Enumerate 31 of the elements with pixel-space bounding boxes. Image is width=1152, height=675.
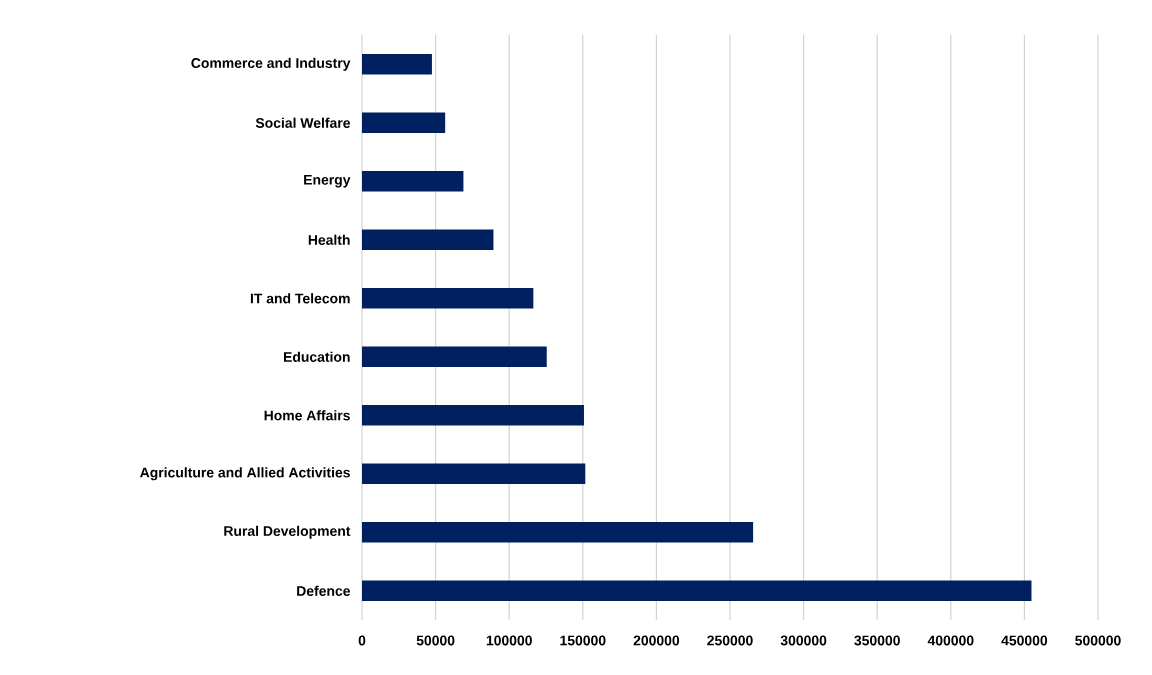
bar — [362, 288, 534, 309]
y-tick-label: Rural Development — [224, 525, 351, 539]
bar — [362, 405, 584, 426]
y-tick-label: Education — [284, 351, 350, 362]
x-tick-label: 0 — [358, 635, 366, 646]
x-tick-label: 400000 — [927, 635, 974, 646]
y-tick-label: Energy — [304, 174, 351, 188]
y-tick-label: Home Affairs — [264, 410, 350, 421]
x-tick-label: 350000 — [854, 635, 900, 646]
x-tick-label: 300000 — [780, 635, 827, 646]
x-tick-label: 500000 — [1075, 635, 1121, 646]
y-tick-label: Commerce and Industry — [191, 57, 351, 71]
x-tick-label: 250000 — [707, 635, 753, 646]
y-tick-label: Agriculture and Allied Activities — [140, 467, 350, 481]
bar — [362, 463, 586, 484]
x-tick-label: 150000 — [560, 635, 606, 646]
bar — [362, 229, 494, 250]
y-tick-label: IT and Telecom — [250, 293, 350, 304]
x-tick-label: 50000 — [416, 635, 455, 646]
bar — [362, 522, 754, 543]
y-tick-label: Defence — [297, 585, 350, 596]
bar — [362, 171, 464, 192]
x-tick-label: 200000 — [633, 635, 680, 646]
bar — [362, 346, 547, 367]
y-tick-label: Social Welfare — [255, 117, 351, 128]
bar — [362, 54, 432, 75]
x-tick-label: 100000 — [486, 635, 532, 646]
bar — [362, 580, 1032, 601]
y-tick-label: Health — [308, 234, 350, 245]
bar — [362, 112, 446, 133]
x-tick-label: 450000 — [1001, 635, 1048, 646]
